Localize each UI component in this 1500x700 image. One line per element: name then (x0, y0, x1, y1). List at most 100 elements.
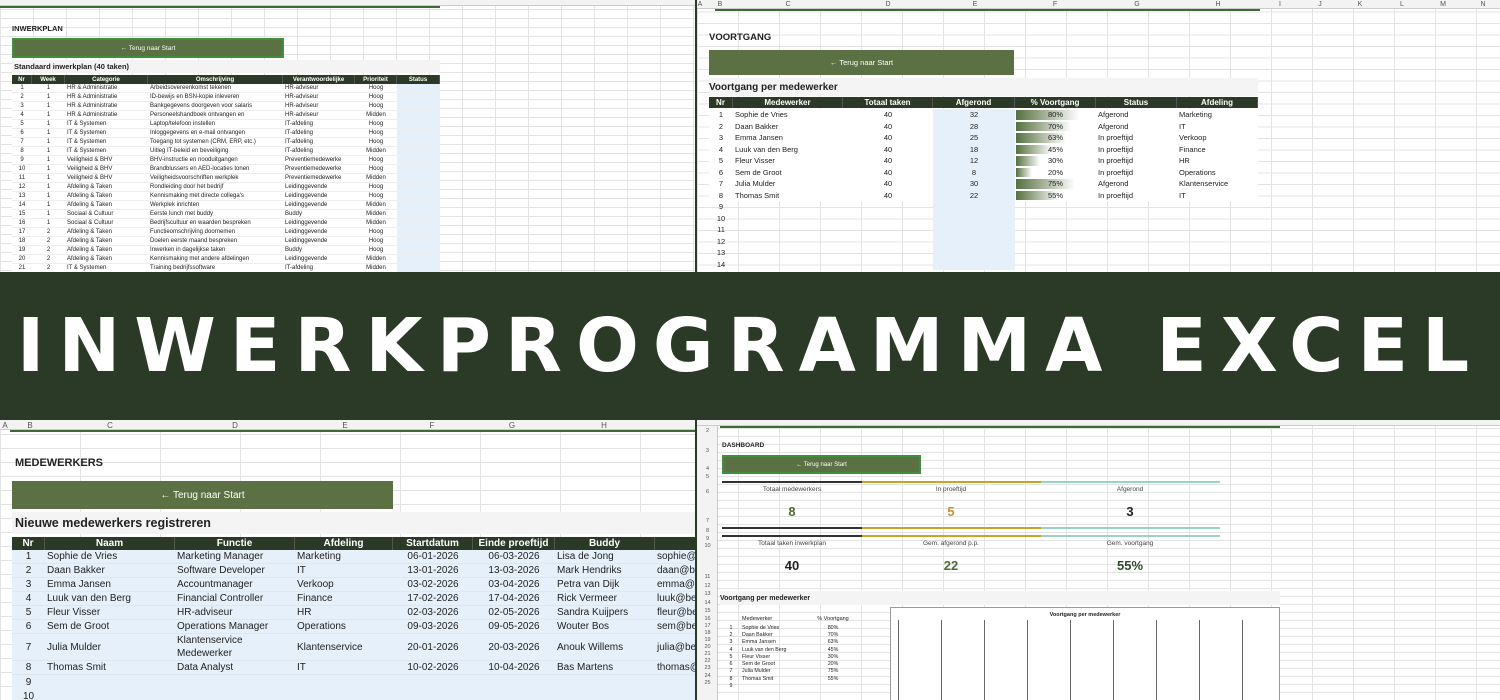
table-cell: IT-afdeling (283, 147, 355, 156)
table-cell: 1 (32, 120, 65, 129)
table-cell: Leidinggevende (283, 219, 355, 228)
table-cell: 5 (709, 155, 733, 167)
table-cell: Uitleg IT-beleid en beveiliging (148, 147, 283, 156)
table-cell: 1 (32, 93, 65, 102)
column-letter: D (885, 1, 891, 8)
table-cell: 1 (32, 201, 65, 210)
table-cell: Hoog (355, 102, 397, 111)
table-cell: Sociaal & Cultuur (65, 219, 148, 228)
header-strip (0, 420, 695, 430)
section-subtitle: Voortgang per medewerker (720, 591, 1280, 605)
progress-label: 70% (1047, 121, 1063, 131)
table-subtitle: Nieuwe medewerkers registreren (12, 512, 695, 534)
table-cell: IT (295, 661, 393, 675)
table-cell: Kennismaking met andere afdelingen (148, 255, 283, 264)
row-number: 12 (704, 583, 711, 589)
table-cell: 1 (32, 192, 65, 201)
table-cell: emma@b (655, 578, 695, 592)
table-cell: 8 (12, 147, 32, 156)
back-button[interactable]: ← Terug naar Start (709, 50, 1014, 75)
table-cell: 17-02-2026 (393, 592, 473, 606)
column-letter: H (1215, 1, 1221, 8)
table-cell: Klantenservice (295, 634, 393, 661)
small-cell: Luuk van den Berg (742, 646, 787, 653)
table-cell: 4 (12, 111, 32, 120)
table-cell: 1 (32, 147, 65, 156)
small-cell: 4 (729, 646, 733, 653)
table-cell: Sophie de Vries (45, 550, 175, 564)
table-cell: IT & Systemen (65, 138, 148, 147)
table-cell: 17 (12, 228, 32, 237)
progress-bar (1016, 179, 1076, 189)
column-header: Nr (12, 537, 45, 550)
table-cell: In proeftijd (1096, 132, 1177, 144)
table-cell: Doelen eerste maand bespreken (148, 237, 283, 246)
table-cell: Leidinggevende (283, 255, 355, 264)
dashboard-sheet: 2 3 4 5 6 7 8 9 10 11 12 13 14 15 16 17 18 19 20 21 22 23 24 25… (697, 420, 1500, 700)
progress-cell: 80% (1015, 109, 1096, 121)
table-cell: 1 (32, 165, 65, 174)
column-letter: M (1440, 1, 1446, 8)
table-cell: 40 (843, 178, 933, 190)
progress-label: 63% (1047, 133, 1063, 143)
column-header (655, 537, 695, 550)
column-letter: C (107, 420, 113, 430)
table-cell: Fleur Visser (45, 606, 175, 620)
table-cell: 13 (12, 192, 32, 201)
table-cell: sophie@ (655, 550, 695, 564)
table-cell: 1 (32, 102, 65, 111)
empty-cell (397, 147, 440, 156)
table-cell: Operations (295, 620, 393, 634)
kpi-line (722, 527, 862, 529)
table-cell: 40 (843, 189, 933, 201)
kpi-line (1041, 481, 1220, 483)
table-cell: Midden (355, 174, 397, 183)
table-cell: In proeftijd (1096, 189, 1177, 201)
table-cell: 03-02-2026 (393, 578, 473, 592)
table-cell: ID-bewijs en BSN-kopie inleveren (148, 93, 283, 102)
column-letter: C (785, 1, 791, 8)
table-cell: Verkoop (295, 578, 393, 592)
table-cell: Hoog (355, 129, 397, 138)
table-cell: 8 (709, 189, 733, 201)
row-number: 17 (704, 623, 711, 629)
table-cell: 2 (32, 228, 65, 237)
column-header: Einde proeftijd (473, 537, 555, 550)
table-cell: Marketing Manager (175, 550, 295, 564)
table-cell: Fleur Visser (733, 155, 843, 167)
table-cell: 40 (843, 143, 933, 155)
kpi-value: 55% (1116, 557, 1144, 573)
empty-cell (397, 246, 440, 255)
column-letter: A (697, 1, 703, 8)
row-number: 6 (705, 489, 710, 495)
table-cell: Emma Jansen (45, 578, 175, 592)
kpi-value: 3 (1126, 503, 1134, 519)
row-number: 4 (705, 466, 710, 472)
table-cell: Hoog (355, 84, 397, 93)
back-button[interactable]: ← Terug naar Start (722, 455, 921, 474)
table-cell: Thomas Smit (733, 189, 843, 201)
row-number: 25 (704, 680, 711, 686)
column-header: Startdatum (393, 537, 473, 550)
column-letter: L (1400, 1, 1404, 8)
table-cell: Finance (1177, 143, 1258, 155)
back-button[interactable]: ← Terug naar Start (12, 481, 393, 509)
table-cell: 7 (12, 138, 32, 147)
table-cell: fleur@be (655, 606, 695, 620)
back-button[interactable]: ← Terug naar Start (12, 38, 284, 58)
row-number: 13 (704, 591, 711, 597)
table-cell: julia@be (655, 634, 695, 661)
table-cell: Training bedrijfssoftware (148, 264, 283, 272)
chart-frame (890, 607, 1280, 700)
column-header: Prioriteit (355, 75, 397, 84)
table-cell: Midden (355, 201, 397, 210)
empty-cell (933, 212, 1015, 224)
column-letter: K (1357, 1, 1363, 8)
table-cell: 40 (843, 109, 933, 121)
table-cell: 8 (933, 166, 1015, 178)
table-cell: Julia Mulder (733, 178, 843, 190)
table-cell: HR (295, 606, 393, 620)
table-cell: 18 (933, 143, 1015, 155)
table-cell: 3 (12, 578, 45, 592)
table-cell: 1 (32, 219, 65, 228)
